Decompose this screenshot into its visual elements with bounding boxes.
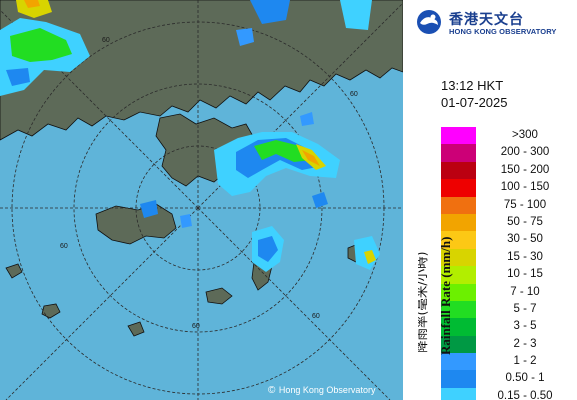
hko-logo[interactable]: 香港天文台 HONG KONG OBSERVATORY	[413, 4, 577, 40]
small-island-2	[41, 303, 61, 319]
legend-swatch	[441, 179, 476, 197]
legend-row: 75 - 100	[441, 196, 571, 214]
legend-label: 5 - 7	[513, 302, 537, 315]
legend-label: 2 - 3	[513, 337, 537, 350]
legend-label: 100 - 150	[500, 181, 550, 194]
radar-map[interactable]: 60 60 60 60 60	[0, 0, 403, 400]
rain-echo-heavy	[24, 0, 40, 8]
copyright-text: Hong Kong Observatory	[278, 385, 376, 395]
logo-chinese-name: 香港天文台	[449, 12, 524, 28]
legend-swatch	[441, 213, 476, 232]
legend-swatch	[441, 318, 476, 336]
legend-swatch	[441, 335, 476, 354]
legend-swatch	[441, 196, 476, 214]
ring-label: 60	[102, 37, 110, 44]
legend-row: 150 - 200	[441, 161, 571, 180]
rain-echo-moderate	[10, 28, 72, 62]
ring-label: 60	[350, 91, 358, 98]
ring-label: 60	[312, 313, 320, 320]
small-island-1	[205, 287, 233, 305]
legend-label: 7 - 10	[510, 285, 540, 298]
rain-echo-blue	[300, 112, 314, 126]
range-grid	[0, 0, 403, 400]
radial-line-ne	[197, 2, 403, 209]
legend-swatch	[441, 248, 476, 267]
legend-swatch	[441, 353, 476, 371]
small-island-5	[5, 263, 23, 279]
legend-label: 0.15 - 0.50	[497, 389, 553, 400]
rainfall-legend: >300 200 - 300 150 - 200 100 - 150 75 - 100 5…	[441, 127, 571, 400]
legend-panel: 香港天文台 HONG KONG OBSERVATORY 13:12 HKT 01…	[403, 0, 577, 400]
legend-label: 150 - 200	[500, 163, 550, 176]
legend-swatch	[441, 144, 476, 162]
legend-row: 2 - 3	[441, 335, 571, 354]
rain-echo-blue	[312, 192, 328, 208]
legend-label: 0.50 - 1	[505, 372, 545, 385]
legend-title-english: Rainfall Rate (mm/h)	[438, 237, 453, 355]
rain-echo-heavy	[364, 250, 376, 264]
logo-english-name: HONG KONG OBSERVATORY	[449, 27, 557, 36]
legend-label: 50 - 75	[507, 215, 543, 228]
legend-row: 50 - 75	[441, 213, 571, 232]
legend-row: 10 - 15	[441, 266, 571, 284]
rain-echo-blue	[250, 0, 290, 24]
timestamp-time: 13:12 HKT	[441, 78, 504, 93]
rain-echoes	[0, 0, 380, 272]
radial-line-nw	[0, 9, 199, 209]
legend-title: 降雨率(毫米/小時) Rainfall Rate (mm/h)	[418, 175, 458, 355]
rain-echo-heavy	[302, 150, 320, 166]
legend-row: 1 - 2	[441, 353, 571, 371]
range-ring-middle	[73, 83, 323, 333]
legend-swatch	[441, 231, 476, 249]
legend-row: 0.50 - 1	[441, 370, 571, 388]
legend-label: 75 - 100	[503, 198, 547, 211]
legend-swatch	[441, 370, 476, 388]
rain-echo-light	[340, 0, 372, 30]
legend-swatch	[441, 300, 476, 319]
legend-label: 3 - 5	[513, 320, 537, 333]
legend-label: 10 - 15	[507, 268, 543, 281]
legend-row: 0.15 - 0.50	[441, 387, 571, 400]
rain-echo-blue	[140, 200, 158, 218]
small-island-6	[127, 321, 145, 337]
legend-row: 3 - 5	[441, 318, 571, 336]
copyright-symbol: ©	[268, 385, 276, 396]
rain-echo-blue	[180, 214, 192, 228]
mainland-land	[0, 0, 403, 141]
ring-label: 60	[192, 323, 200, 330]
legend-swatch	[441, 283, 476, 301]
legend-row: 100 - 150	[441, 179, 571, 197]
rain-echo-heavy	[16, 0, 52, 18]
legend-row: 5 - 7	[441, 300, 571, 319]
legend-label: 200 - 300	[500, 146, 550, 159]
radial-line-sw	[5, 207, 199, 400]
legend-row: 15 - 30	[441, 248, 571, 267]
rain-echo-blue	[258, 236, 278, 262]
rain-echo-blue	[6, 68, 30, 86]
legend-title-chinese: 降雨率(毫米/小時)	[418, 252, 429, 353]
legend-row: 30 - 50	[441, 231, 571, 249]
ring-labels: 60 60 60 60 60	[60, 37, 358, 330]
radial-line-se	[197, 207, 391, 400]
legend-label: 1 - 2	[513, 355, 537, 368]
rain-echo-blue	[236, 28, 254, 46]
legend-swatch	[441, 266, 476, 284]
legend-label: 30 - 50	[507, 233, 543, 246]
legend-row: >300	[441, 127, 571, 145]
legend-row: 7 - 10	[441, 283, 571, 301]
legend-swatch	[441, 387, 476, 400]
copyright-notice: © Hong Kong Observatory	[268, 385, 375, 396]
legend-row: 200 - 300	[441, 144, 571, 162]
legend-label: >300	[512, 129, 538, 141]
hko-emblem-icon	[417, 10, 441, 34]
ring-label: 60	[60, 243, 68, 250]
legend-swatch	[441, 127, 476, 145]
legend-label: 15 - 30	[507, 250, 543, 263]
radar-map-canvas: 60 60 60 60 60	[0, 0, 403, 400]
legend-swatch	[441, 161, 476, 180]
timestamp-date: 01-07-2025	[441, 95, 508, 110]
